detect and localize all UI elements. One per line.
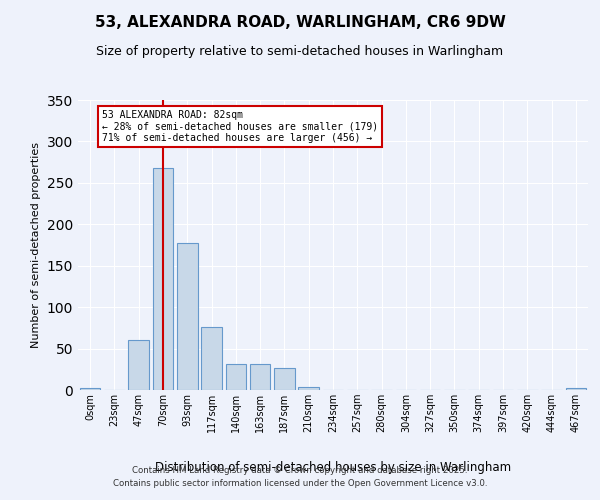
Bar	[80, 388, 100, 390]
Bar	[298, 386, 319, 390]
Y-axis label: Number of semi-detached properties: Number of semi-detached properties	[31, 142, 41, 348]
Bar	[566, 388, 586, 390]
Bar	[177, 244, 197, 390]
Text: Contains HM Land Registry data © Crown copyright and database right 2025.
Contai: Contains HM Land Registry data © Crown c…	[113, 466, 487, 487]
Text: Size of property relative to semi-detached houses in Warlingham: Size of property relative to semi-detach…	[97, 45, 503, 58]
Bar	[201, 327, 222, 390]
Bar	[250, 364, 271, 390]
Text: 53, ALEXANDRA ROAD, WARLINGHAM, CR6 9DW: 53, ALEXANDRA ROAD, WARLINGHAM, CR6 9DW	[95, 15, 505, 30]
Bar	[274, 368, 295, 390]
Bar	[226, 364, 246, 390]
Bar	[152, 168, 173, 390]
Bar	[128, 340, 149, 390]
Text: Distribution of semi-detached houses by size in Warlingham: Distribution of semi-detached houses by …	[155, 461, 511, 474]
Text: 53 ALEXANDRA ROAD: 82sqm
← 28% of semi-detached houses are smaller (179)
71% of : 53 ALEXANDRA ROAD: 82sqm ← 28% of semi-d…	[102, 110, 379, 143]
